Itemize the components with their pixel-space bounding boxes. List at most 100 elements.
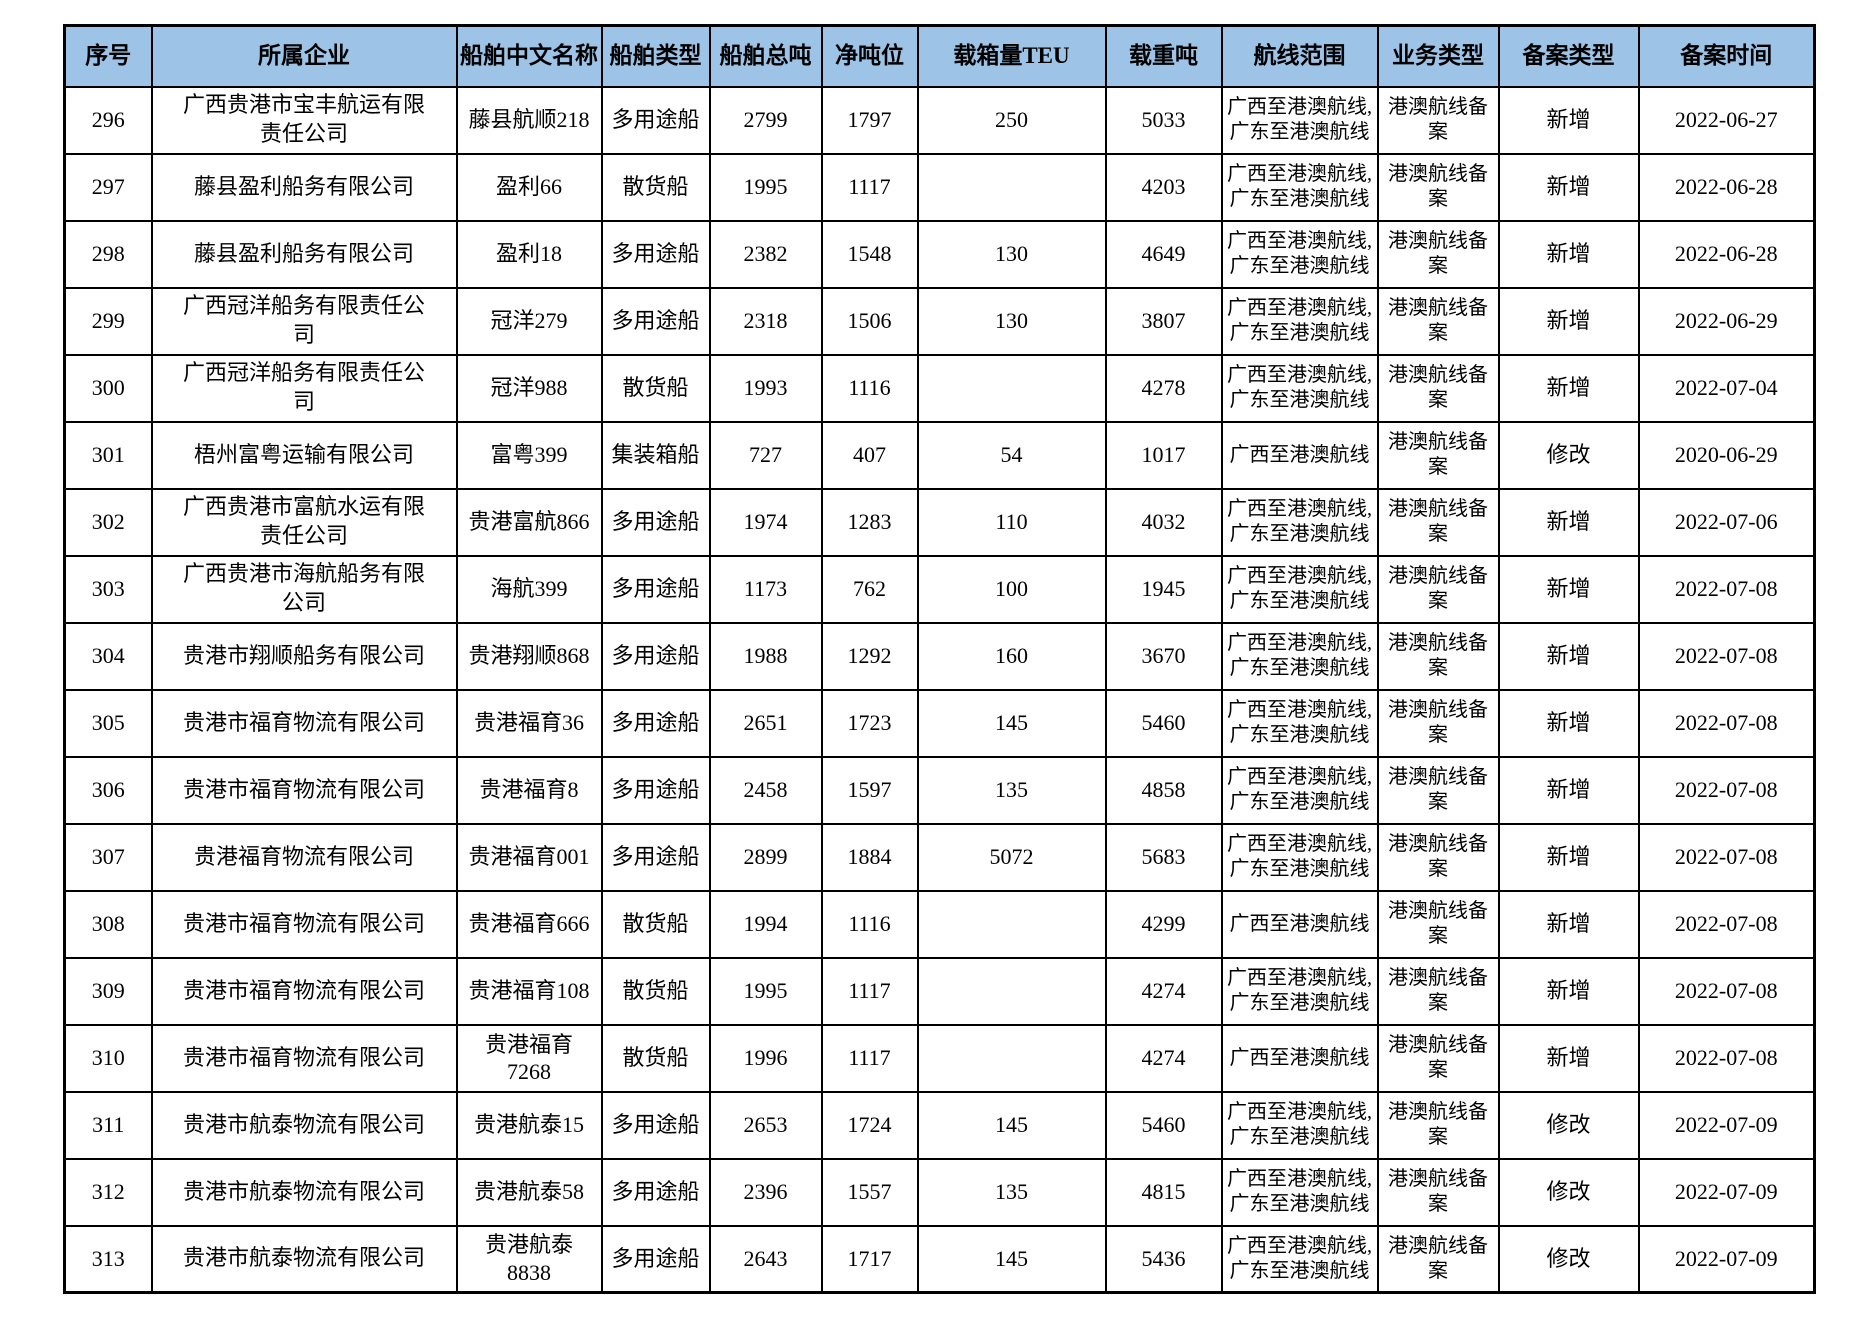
cell-company: 贵港市福育物流有限公司 xyxy=(150,688,458,758)
cell-ship-name: 贵港福育108 xyxy=(455,956,603,1026)
cell-seq: 313 xyxy=(63,1224,153,1294)
cell-business-type: 港澳航线备案 xyxy=(1376,554,1500,624)
cell-ship-name: 贵港航泰 8838 xyxy=(455,1224,603,1294)
cell-business-type: 港澳航线备案 xyxy=(1376,688,1500,758)
cell-ship-type: 散货船 xyxy=(600,889,711,959)
cell-seq: 297 xyxy=(63,152,153,222)
cell-company: 贵港市翔顺船务有限公司 xyxy=(150,621,458,691)
cell-filing-type: 新增 xyxy=(1497,353,1640,423)
cell-teu-capacity: 130 xyxy=(916,219,1107,289)
cell-company: 贵港市福育物流有限公司 xyxy=(150,755,458,825)
cell-teu-capacity: 5072 xyxy=(916,822,1107,892)
table-row: 312 贵港市航泰物流有限公司 贵港航泰58 多用途船 2396 1557 135 4815 广… xyxy=(63,1157,1816,1227)
cell-filing-date: 2022-07-08 xyxy=(1637,956,1816,1026)
cell-gross-tonnage: 2458 xyxy=(708,755,823,825)
cell-filing-type: 新增 xyxy=(1497,822,1640,892)
cell-seq: 305 xyxy=(63,688,153,758)
cell-ship-name: 贵港福育 7268 xyxy=(455,1023,603,1093)
cell-deadweight: 4274 xyxy=(1104,956,1223,1026)
cell-route-range: 广西至港澳航线, 广东至港澳航线 xyxy=(1220,621,1379,691)
cell-filing-date: 2022-07-08 xyxy=(1637,688,1816,758)
cell-seq: 310 xyxy=(63,1023,153,1093)
cell-net-tonnage: 1283 xyxy=(820,487,919,557)
cell-ship-name: 盈利18 xyxy=(455,219,603,289)
table-body: 296 广西贵港市宝丰航运有限 责任公司 藤县航顺218 多用途船 2799 1797 25… xyxy=(63,85,1816,1294)
cell-ship-name: 贵港福育8 xyxy=(455,755,603,825)
cell-deadweight: 4278 xyxy=(1104,353,1223,423)
cell-seq: 304 xyxy=(63,621,153,691)
cell-ship-name: 藤县航顺218 xyxy=(455,85,603,155)
header-cell-filing-date: 备案时间 xyxy=(1637,24,1816,88)
cell-teu-capacity xyxy=(916,956,1107,1026)
cell-deadweight: 4032 xyxy=(1104,487,1223,557)
table-row: 307 贵港福育物流有限公司 贵港福育001 多用途船 2899 1884 5072 5683… xyxy=(63,822,1816,892)
cell-business-type: 港澳航线备案 xyxy=(1376,1157,1500,1227)
cell-teu-capacity: 54 xyxy=(916,420,1107,490)
cell-ship-type: 多用途船 xyxy=(600,621,711,691)
cell-filing-date: 2022-06-27 xyxy=(1637,85,1816,155)
cell-ship-type: 散货船 xyxy=(600,1023,711,1093)
table-row: 310 贵港市福育物流有限公司 贵港福育 7268 散货船 1996 1117 4274 广西… xyxy=(63,1023,1816,1093)
table-row: 299 广西冠洋船务有限责任公 司冠洋279 多用途船 2318 1506 130 3807… xyxy=(63,286,1816,356)
cell-ship-name: 贵港富航866 xyxy=(455,487,603,557)
cell-route-range: 广西至港澳航线, 广东至港澳航线 xyxy=(1220,1157,1379,1227)
cell-business-type: 港澳航线备案 xyxy=(1376,956,1500,1026)
cell-filing-date: 2022-06-28 xyxy=(1637,152,1816,222)
cell-gross-tonnage: 2899 xyxy=(708,822,823,892)
cell-company: 贵港市福育物流有限公司 xyxy=(150,1023,458,1093)
cell-seq: 312 xyxy=(63,1157,153,1227)
cell-ship-type: 多用途船 xyxy=(600,487,711,557)
cell-gross-tonnage: 1995 xyxy=(708,956,823,1026)
cell-company: 贵港市福育物流有限公司 xyxy=(150,889,458,959)
cell-business-type: 港澳航线备案 xyxy=(1376,353,1500,423)
cell-teu-capacity: 130 xyxy=(916,286,1107,356)
table-row: 304 贵港市翔顺船务有限公司 贵港翔顺868 多用途船 1988 1292 160 3670… xyxy=(63,621,1816,691)
cell-company: 广西冠洋船务有限责任公 司 xyxy=(150,286,458,356)
cell-gross-tonnage: 2643 xyxy=(708,1224,823,1294)
cell-deadweight: 5033 xyxy=(1104,85,1223,155)
cell-seq: 299 xyxy=(63,286,153,356)
header-cell-deadweight: 载重吨 xyxy=(1104,24,1223,88)
table-row: 298 藤县盈利船务有限公司 盈利18 多用途船 2382 1548 130 4649 广西至港… xyxy=(63,219,1816,289)
cell-route-range: 广西至港澳航线, 广东至港澳航线 xyxy=(1220,85,1379,155)
cell-deadweight: 3807 xyxy=(1104,286,1223,356)
cell-ship-name: 冠洋279 xyxy=(455,286,603,356)
cell-deadweight: 3670 xyxy=(1104,621,1223,691)
cell-route-range: 广西至港澳航线 xyxy=(1220,420,1379,490)
cell-route-range: 广西至港澳航线, 广东至港澳航线 xyxy=(1220,755,1379,825)
cell-company: 贵港市航泰物流有限公司 xyxy=(150,1157,458,1227)
cell-ship-type: 多用途船 xyxy=(600,822,711,892)
cell-gross-tonnage: 1994 xyxy=(708,889,823,959)
cell-route-range: 广西至港澳航线 xyxy=(1220,1023,1379,1093)
cell-net-tonnage: 1557 xyxy=(820,1157,919,1227)
header-cell-ship-name: 船舶中文名称 xyxy=(455,24,603,88)
cell-ship-type: 多用途船 xyxy=(600,1157,711,1227)
cell-business-type: 港澳航线备案 xyxy=(1376,85,1500,155)
cell-business-type: 港澳航线备案 xyxy=(1376,1023,1500,1093)
cell-ship-type: 散货船 xyxy=(600,353,711,423)
cell-route-range: 广西至港澳航线, 广东至港澳航线 xyxy=(1220,1090,1379,1160)
cell-teu-capacity: 135 xyxy=(916,755,1107,825)
cell-ship-type: 多用途船 xyxy=(600,1090,711,1160)
cell-ship-type: 集装箱船 xyxy=(600,420,711,490)
cell-deadweight: 4274 xyxy=(1104,1023,1223,1093)
cell-deadweight: 5460 xyxy=(1104,1090,1223,1160)
cell-filing-type: 新增 xyxy=(1497,152,1640,222)
cell-teu-capacity: 145 xyxy=(916,1224,1107,1294)
cell-filing-date: 2022-07-08 xyxy=(1637,889,1816,959)
cell-ship-name: 贵港福育36 xyxy=(455,688,603,758)
cell-route-range: 广西至港澳航线, 广东至港澳航线 xyxy=(1220,152,1379,222)
cell-net-tonnage: 407 xyxy=(820,420,919,490)
table-row: 306 贵港市福育物流有限公司 贵港福育8 多用途船 2458 1597 135 4858 广西… xyxy=(63,755,1816,825)
cell-ship-type: 多用途船 xyxy=(600,1224,711,1294)
cell-ship-type: 多用途船 xyxy=(600,554,711,624)
cell-ship-name: 盈利66 xyxy=(455,152,603,222)
cell-ship-name: 富粤399 xyxy=(455,420,603,490)
cell-business-type: 港澳航线备案 xyxy=(1376,889,1500,959)
cell-net-tonnage: 1116 xyxy=(820,889,919,959)
cell-net-tonnage: 1724 xyxy=(820,1090,919,1160)
cell-deadweight: 4649 xyxy=(1104,219,1223,289)
cell-filing-type: 修改 xyxy=(1497,420,1640,490)
cell-ship-type: 多用途船 xyxy=(600,85,711,155)
